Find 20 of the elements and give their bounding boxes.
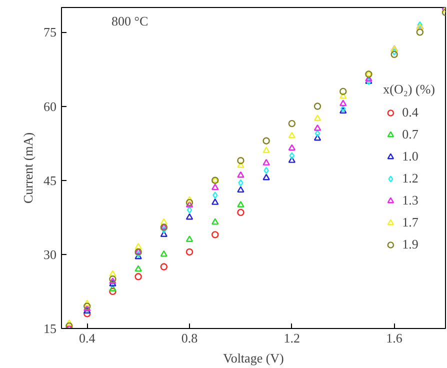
x-tick-label: 0.8 bbox=[181, 330, 198, 346]
legend-label: 1.7 bbox=[402, 214, 420, 230]
x-tick-label: 1.6 bbox=[386, 330, 403, 346]
legend-label: 1.3 bbox=[402, 192, 420, 208]
legend-title: x(O₂) (%) bbox=[383, 81, 435, 97]
legend-label: 1.9 bbox=[402, 236, 420, 252]
y-axis-title: Current (mA) bbox=[20, 132, 36, 204]
annotation: 800 °C bbox=[112, 14, 148, 28]
y-tick-label: 30 bbox=[44, 246, 56, 262]
legend-label: 0.4 bbox=[402, 104, 420, 120]
y-tick-label: 15 bbox=[44, 321, 56, 336]
y-tick-label: 45 bbox=[44, 172, 56, 188]
x-axis-title: Voltage (V) bbox=[223, 350, 284, 366]
y-tick-label: 60 bbox=[44, 98, 56, 114]
legend-label: 0.7 bbox=[402, 126, 420, 142]
legend-label: 1.0 bbox=[402, 148, 420, 164]
x-tick-label: 1.2 bbox=[284, 330, 300, 346]
y-tick-label: 75 bbox=[44, 24, 56, 40]
legend-label: 1.2 bbox=[402, 170, 420, 186]
x-tick-label: 0.4 bbox=[78, 330, 96, 346]
